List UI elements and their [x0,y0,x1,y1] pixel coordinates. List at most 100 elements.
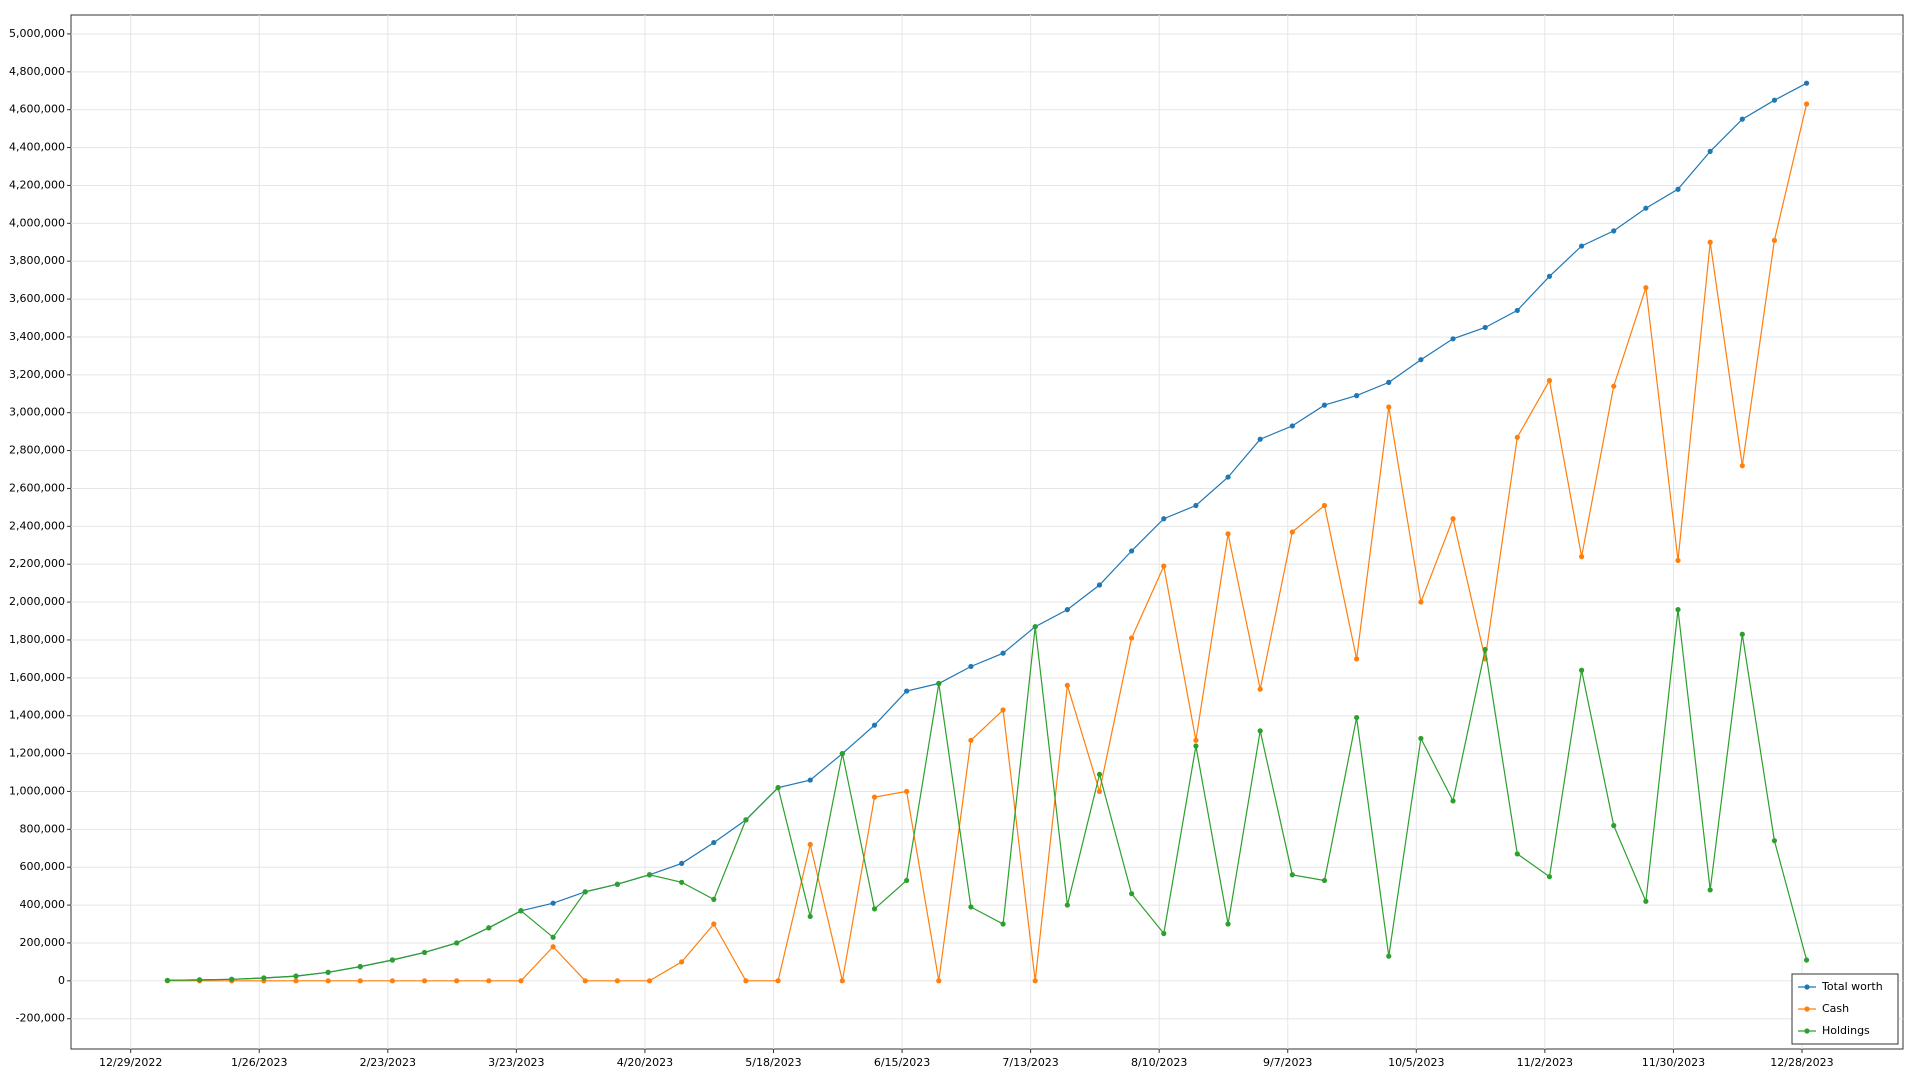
data-point [1675,186,1681,192]
data-point [1803,80,1810,86]
data-point [229,976,235,982]
data-point [1803,101,1810,107]
data-point [357,978,363,984]
data-point [1418,357,1424,363]
data-point [1514,307,1520,314]
data-point [486,925,492,931]
data-point [1546,377,1553,384]
data-point [1803,957,1810,963]
x-tick-label: 12/29/2022 [99,1056,162,1069]
data-point [1257,436,1263,442]
data-point [1129,891,1135,897]
data-point [1129,548,1135,554]
y-tick-label: 1,800,000 [9,633,65,646]
data-point [1354,714,1360,721]
x-tick-label: 11/30/2023 [1642,1056,1705,1069]
data-point [164,977,171,984]
data-point [1675,607,1681,613]
data-point [1032,978,1038,984]
series-line [167,609,1808,981]
data-point [1514,434,1520,440]
data-point [1193,737,1199,743]
data-point [518,978,524,984]
data-point [839,750,845,757]
data-point [871,722,878,728]
y-tick-label: 600,000 [20,860,66,873]
data-point [1482,646,1488,653]
x-tick-label: 8/10/2023 [1131,1056,1187,1069]
data-point [550,944,556,950]
data-point [1450,516,1456,522]
data-point [1225,921,1231,927]
data-point [196,977,203,983]
data-point [550,900,556,906]
data-point [1321,502,1328,509]
data-point [679,959,685,965]
y-tick-label: 1,200,000 [9,747,65,760]
data-point [1129,635,1135,641]
data-point [1161,516,1167,522]
data-point [1546,273,1553,279]
data-point [1578,667,1585,673]
x-tick-label: 5/18/2023 [745,1056,801,1069]
x-tick-label: 6/15/2023 [874,1056,930,1069]
y-tick-label: 4,200,000 [9,178,65,191]
data-point [1578,554,1585,560]
data-point [1032,624,1038,630]
x-tick-label: 7/13/2023 [1002,1056,1058,1069]
data-point [1225,474,1231,480]
data-point [743,978,749,984]
legend-label: Total worth [1821,980,1883,993]
data-point [1643,898,1649,904]
data-point [1257,728,1263,734]
x-tick-label: 2/23/2023 [360,1056,416,1069]
data-point [839,978,845,984]
y-tick-label: 4,000,000 [9,216,65,229]
data-point [582,978,588,984]
data-point [871,906,878,912]
data-point [1193,502,1199,509]
data-point [1611,383,1617,389]
data-point [1096,771,1103,778]
data-point [389,957,396,963]
data-point [1611,822,1617,829]
data-point [486,978,492,984]
series-line [167,103,1808,982]
data-point [1771,97,1778,103]
data-point [775,785,781,791]
data-point [1000,650,1006,656]
data-point [646,872,653,878]
data-point [1000,921,1006,927]
data-point [454,940,460,946]
y-tick-label: 3,800,000 [9,254,65,267]
data-point [1193,743,1199,749]
data-point [1482,324,1488,331]
data-point [904,788,910,795]
data-point [1450,336,1456,342]
legend-marker [1804,1006,1810,1012]
y-tick-label: 2,200,000 [9,557,65,570]
data-point [711,839,717,846]
data-point [968,904,974,910]
data-point [389,978,396,984]
data-point [325,969,331,975]
plot-frame [70,14,1904,1050]
data-point [261,975,267,981]
data-point [293,978,299,984]
data-point [1000,707,1006,713]
data-point [775,978,781,984]
x-tick-label: 11/2/2023 [1517,1056,1573,1069]
y-tick-label: 2,800,000 [9,444,65,457]
data-point [325,978,331,984]
data-point [357,964,363,970]
data-point [936,978,942,984]
data-point [711,896,717,902]
data-point [1418,599,1424,605]
data-point [1064,607,1070,613]
data-point [1707,887,1713,893]
data-point [421,949,428,956]
data-point [1450,798,1456,804]
data-point [1546,874,1553,880]
x-tick-label: 1/26/2023 [231,1056,287,1069]
